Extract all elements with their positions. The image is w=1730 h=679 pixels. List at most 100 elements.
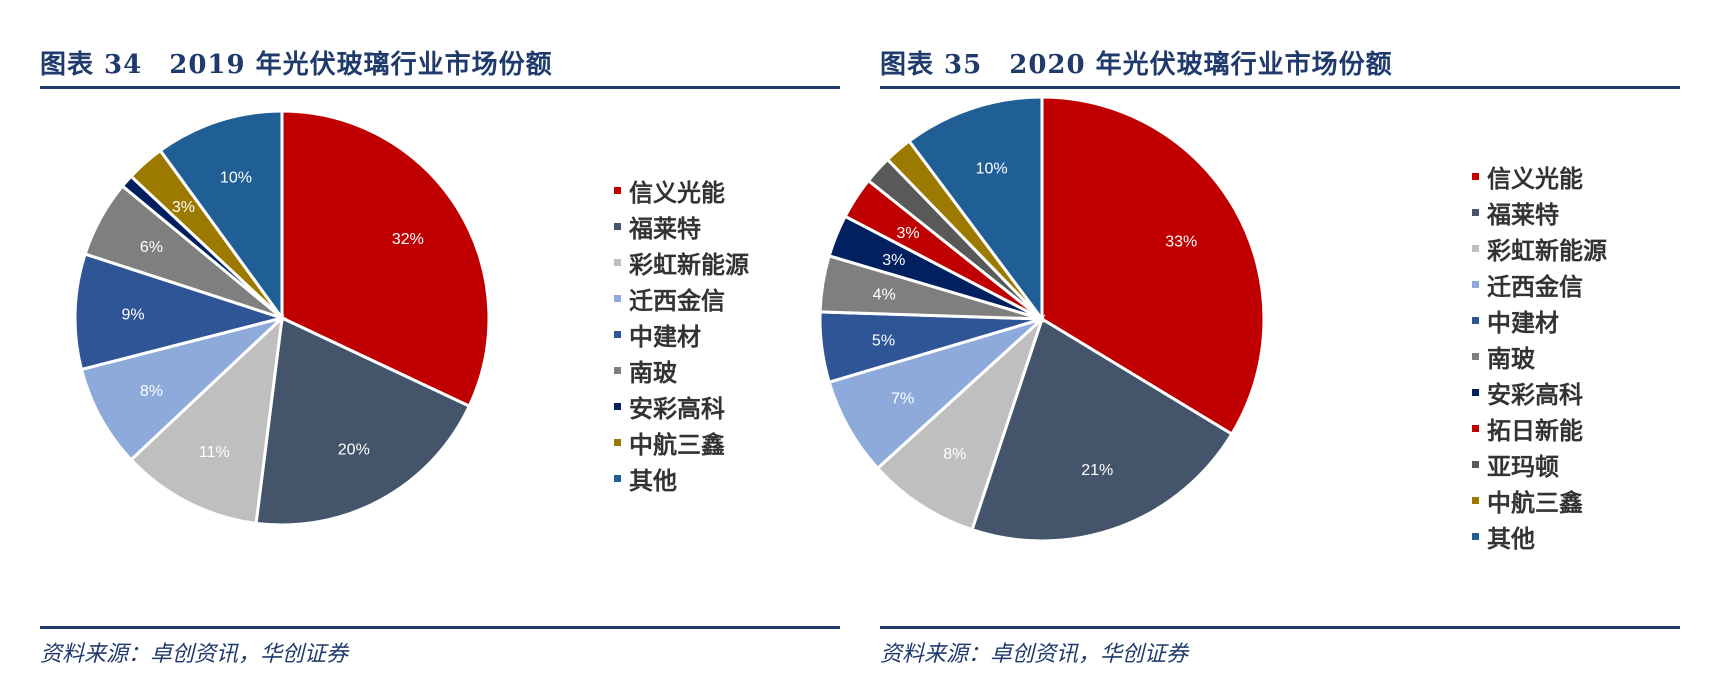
slice-data-label: 10%	[220, 169, 252, 186]
pie-slice	[158, 109, 284, 323]
legend-label: 安彩高科	[1487, 379, 1583, 409]
source-note: 资料来源：卓创资讯，华创证券	[880, 642, 1189, 667]
legend-label: 拓日新能	[1487, 415, 1583, 445]
legend-item: 南玻	[1472, 338, 1607, 374]
slice-data-label: 32%	[392, 231, 424, 248]
legend-swatch	[614, 474, 621, 482]
legend-label: 迁西金信	[1487, 271, 1583, 301]
source-divider	[880, 626, 1680, 629]
slice-data-label: 3%	[172, 199, 195, 216]
slice-data-label: 11%	[199, 444, 230, 461]
pie-slice	[128, 314, 285, 526]
legend-label: 信义光能	[629, 177, 725, 207]
slice-data-label: 10%	[976, 160, 1008, 177]
legend-label: 中航三鑫	[1487, 487, 1583, 517]
legend-swatch	[614, 186, 621, 194]
legend-swatch	[1472, 460, 1479, 468]
pie-slice	[875, 314, 1046, 532]
legend-swatch	[1472, 496, 1479, 504]
legend-label: 亚玛顿	[1487, 451, 1559, 481]
legend-swatch	[614, 402, 621, 410]
slice-data-label: 7%	[891, 390, 914, 407]
legend-item: 亚玛顿	[1472, 446, 1607, 482]
pie-slice	[907, 95, 1044, 324]
slice-data-label: 20%	[338, 442, 370, 459]
legend-item: 中航三鑫	[1472, 482, 1607, 518]
legend-swatch	[614, 294, 621, 302]
legend-swatch	[1472, 244, 1479, 252]
legend-label: 彩虹新能源	[1487, 235, 1607, 265]
legend-swatch	[1472, 316, 1479, 324]
legend-item: 中建材	[614, 316, 749, 352]
legend-swatch	[614, 438, 621, 446]
legend-label: 中航三鑫	[629, 429, 725, 459]
legend-item: 中建材	[1472, 302, 1607, 338]
legend-label: 信义光能	[1487, 163, 1583, 193]
legend-label: 南玻	[629, 357, 677, 387]
pie-slice	[1040, 95, 1266, 437]
pie-slice	[970, 316, 1234, 543]
legend-swatch	[1472, 208, 1479, 216]
slice-data-label: 6%	[140, 239, 163, 256]
chart-title: 图表 34 2019 年光伏玻璃行业市场份额	[40, 50, 553, 80]
legend-item: 福莱特	[614, 208, 749, 244]
slice-data-label: 4%	[873, 286, 896, 303]
slice-data-label: 3%	[896, 225, 919, 242]
title-divider	[40, 86, 840, 89]
slice-data-label: 9%	[121, 306, 144, 323]
legend-swatch	[1472, 172, 1479, 180]
slice-data-label: 33%	[1165, 234, 1197, 251]
chart-legend: 信义光能福莱特彩虹新能源迁西金信中建材南玻安彩高科拓日新能亚玛顿中航三鑫其他	[1472, 158, 1607, 554]
legend-label: 彩虹新能源	[629, 249, 749, 279]
legend-item: 彩虹新能源	[1472, 230, 1607, 266]
slice-data-label: 8%	[943, 446, 966, 463]
source-note: 资料来源：卓创资讯，华创证券	[40, 642, 349, 667]
legend-swatch	[1472, 388, 1479, 396]
legend-label: 中建材	[629, 321, 701, 351]
legend-item: 其他	[1472, 518, 1607, 554]
legend-item: 彩虹新能源	[614, 244, 749, 280]
legend-label: 其他	[629, 465, 677, 495]
legend-label: 其他	[1487, 523, 1535, 553]
chart-panel-2020: 图表 35 2020 年光伏玻璃行业市场份额 33% 21% 8% 7% 5% 4% 3% 3…	[818, 0, 1690, 679]
legend-label: 福莱特	[629, 213, 701, 243]
legend-swatch	[1472, 424, 1479, 432]
legend-label: 安彩高科	[629, 393, 725, 423]
pie-slice	[73, 252, 288, 372]
legend-swatch	[1472, 532, 1479, 540]
title-divider	[880, 86, 1680, 89]
pie-slice	[280, 109, 491, 409]
legend-swatch	[614, 366, 621, 374]
pie-slice	[827, 317, 1044, 471]
legend-item: 安彩高科	[614, 388, 749, 424]
chart-title: 图表 35 2020 年光伏玻璃行业市场份额	[880, 50, 1393, 80]
pie-chart-2019: 32% 20% 11% 8% 9% 6% 3% 10%	[73, 109, 491, 527]
legend-label: 中建材	[1487, 307, 1559, 337]
slice-data-label: 3%	[882, 252, 905, 269]
source-divider	[40, 626, 840, 629]
pie-chart-2020: 33% 21% 8% 7% 5% 4% 3% 3% 10%	[818, 95, 1266, 543]
legend-item: 迁西金信	[1472, 266, 1607, 302]
legend-swatch	[1472, 280, 1479, 288]
slice-data-label: 8%	[140, 383, 163, 400]
pie-slice	[79, 316, 284, 462]
legend-label: 福莱特	[1487, 199, 1559, 229]
chart-panel-2019: 图表 34 2019 年光伏玻璃行业市场份额 32% 20% 11% 8% 9% 6% 3%…	[40, 0, 850, 679]
legend-item: 信义光能	[614, 172, 749, 208]
legend-item: 迁西金信	[614, 280, 749, 316]
pie-slice	[254, 315, 472, 527]
legend-item: 信义光能	[1472, 158, 1607, 194]
legend-item: 其他	[614, 460, 749, 496]
legend-item: 中航三鑫	[614, 424, 749, 460]
legend-label: 迁西金信	[629, 285, 725, 315]
legend-item: 南玻	[614, 352, 749, 388]
legend-label: 南玻	[1487, 343, 1535, 373]
legend-swatch	[614, 222, 621, 230]
legend-item: 拓日新能	[1472, 410, 1607, 446]
chart-legend: 信义光能福莱特彩虹新能源迁西金信中建材南玻安彩高科中航三鑫其他	[614, 172, 749, 496]
legend-swatch	[614, 258, 621, 266]
slice-data-label: 21%	[1081, 462, 1113, 479]
legend-swatch	[614, 330, 621, 338]
legend-item: 福莱特	[1472, 194, 1607, 230]
legend-swatch	[1472, 352, 1479, 360]
